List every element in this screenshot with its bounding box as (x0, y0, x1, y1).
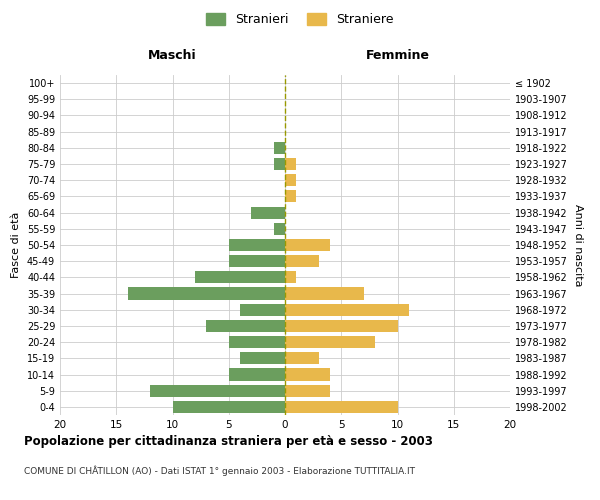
Bar (229, 368, 285, 380)
Bar (128, 288, 285, 300)
Bar (285, 401, 398, 413)
Bar (229, 336, 285, 348)
Bar (173, 401, 285, 413)
Text: COMUNE DI CHÂTILLON (AO) - Dati ISTAT 1° gennaio 2003 - Elaborazione TUTTITALIA.: COMUNE DI CHÂTILLON (AO) - Dati ISTAT 1°… (24, 465, 415, 475)
Bar (251, 206, 285, 218)
Bar (206, 320, 285, 332)
Bar (229, 239, 285, 251)
Bar (274, 222, 285, 235)
Text: Maschi: Maschi (148, 49, 197, 62)
Bar (285, 288, 364, 300)
Bar (285, 255, 319, 268)
Bar (274, 158, 285, 170)
Bar (195, 272, 285, 283)
Y-axis label: Fasce di età: Fasce di età (11, 212, 21, 278)
Bar (285, 336, 375, 348)
Bar (285, 320, 398, 332)
Bar (150, 384, 285, 397)
Bar (274, 142, 285, 154)
Bar (285, 174, 296, 186)
Bar (285, 272, 296, 283)
Bar (285, 384, 330, 397)
Text: Popolazione per cittadinanza straniera per età e sesso - 2003: Popolazione per cittadinanza straniera p… (24, 435, 433, 448)
Bar (229, 255, 285, 268)
Bar (240, 352, 285, 364)
Bar (240, 304, 285, 316)
Legend: Stranieri, Straniere: Stranieri, Straniere (203, 8, 397, 29)
Bar (285, 158, 296, 170)
Bar (285, 190, 296, 202)
Bar (285, 352, 319, 364)
Y-axis label: Anni di nascita: Anni di nascita (573, 204, 583, 286)
Text: Femmine: Femmine (365, 49, 430, 62)
Bar (285, 368, 330, 380)
Bar (285, 239, 330, 251)
Bar (285, 304, 409, 316)
